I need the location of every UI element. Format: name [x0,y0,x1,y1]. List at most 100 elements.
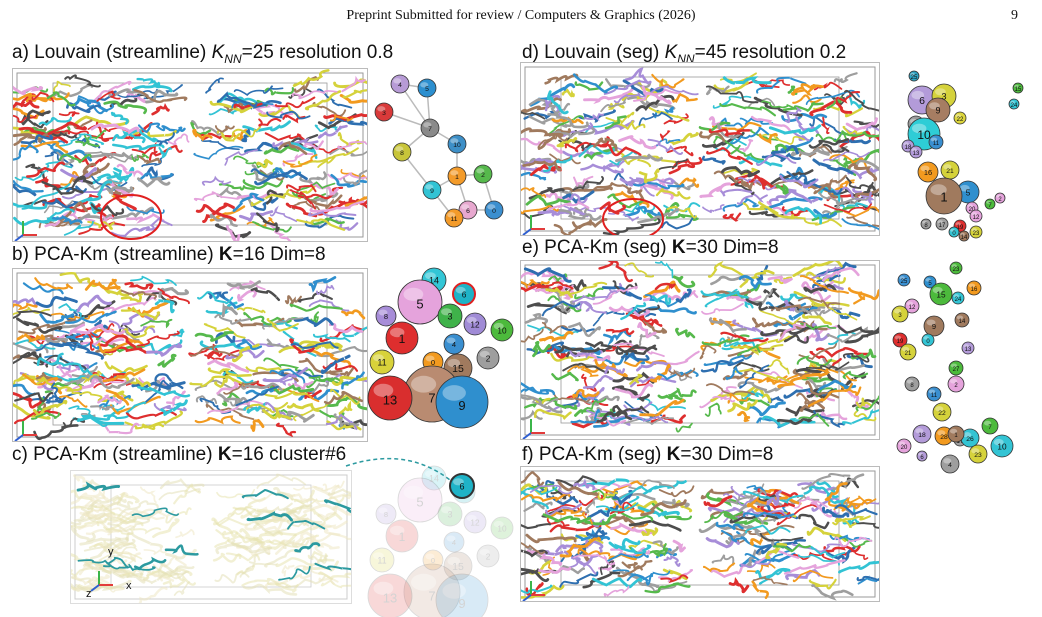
cluster-label: 15 [452,561,464,573]
cluster-node-12: 12 [463,312,487,336]
cluster-label: 8 [924,223,928,229]
cluster-node-2: 2 [994,192,1006,204]
cluster-label: 3 [447,312,452,322]
cluster-node-0: 0 [422,549,444,571]
cluster-label: 11 [933,141,940,147]
cluster-node-21: 21 [940,160,960,180]
axis-label-z: z [86,588,92,600]
cluster-label: 1 [940,189,947,204]
cluster-node-14: 14 [421,465,447,491]
cluster-label: 9 [932,322,936,331]
cluster-node-13: 13 [367,375,413,421]
cluster-node-5: 5 [923,275,937,289]
cluster-node-15: 15 [1012,82,1024,94]
segment-render-d [521,66,879,235]
cluster-node-4: 4 [443,531,465,553]
segment-render-f [521,470,879,601]
cluster-node-12: 12 [969,209,983,223]
cluster-node-11: 11 [444,208,464,228]
cluster-node-11: 11 [369,547,395,573]
cluster-label: 23 [974,452,982,459]
panel-e-render [520,260,880,440]
cluster-label: 3 [447,510,452,520]
cluster-label: 5 [966,188,971,197]
cluster-node-6: 6 [458,200,478,220]
cluster-label: 3 [941,92,946,102]
cluster-label: 28 [940,434,948,441]
bounding-box [524,470,876,598]
cluster-node-20: 20 [965,201,979,215]
cluster-node-25: 25 [897,273,911,287]
cluster-node-6: 6 [452,282,476,306]
cluster-label: 4 [452,340,456,349]
cluster-node-25: 25 [908,70,920,82]
cluster-node-8: 8 [904,376,920,392]
panel-c-render [70,470,352,604]
cluster-node-1: 1 [925,177,963,215]
bounding-box [524,66,876,232]
cluster-label: 9 [430,188,434,195]
cluster-label: 6 [459,482,464,492]
cluster-node-15: 15 [443,551,473,581]
cluster-label: 2 [998,197,1002,203]
cluster-label: 9 [935,106,940,116]
cluster-label: 13 [913,151,920,157]
cluster-node-1: 1 [385,321,419,355]
cluster-label: 22 [957,117,964,123]
streamline-render-c [71,473,351,603]
cluster-node-1: 1 [385,519,419,553]
cluster-bubbles-c: 14568312101411015271396 [345,452,522,617]
cluster-label: 20 [969,207,976,213]
cluster-node-22: 22 [932,402,952,422]
cluster-node-4: 4 [390,74,410,94]
cluster-node-0: 0 [948,226,960,238]
cluster-node-3: 3 [437,501,463,527]
cluster-label: 5 [416,297,423,312]
cluster-node-3: 3 [374,102,394,122]
cluster-label: 10 [917,128,931,142]
cluster-node-13: 13 [961,341,975,355]
streamlines [521,67,879,235]
cluster-node-4: 4 [940,454,960,474]
cluster-label: 12 [470,518,480,527]
cluster-label: 7 [988,203,992,209]
cluster-label: 3 [382,110,386,117]
header-title: Preprint Submitted for review / Computer… [346,8,696,23]
cluster-label: 4 [452,538,456,547]
panel-d-render [520,62,880,236]
cluster-node-11: 11 [926,386,942,402]
cluster-label: 12 [909,305,916,311]
cluster-label: 16 [971,287,978,293]
cluster-label: 4 [398,82,402,89]
axes-triad [14,421,37,441]
cluster-node-5: 5 [397,279,443,325]
cluster-node-7: 7 [981,417,999,435]
cluster-node-9: 9 [435,573,489,617]
panel-f-title: f) PCA-Km (seg) K=30 Dim=8 [522,444,774,465]
cluster-node-23: 23 [968,444,988,464]
cluster-label: 0 [431,556,435,565]
cluster-node-20: 20 [896,438,912,454]
cluster-label: 2 [486,552,491,561]
highlight-circle [100,194,162,240]
cluster-node-11: 11 [928,134,944,150]
cluster-node-14: 14 [954,312,970,328]
cluster-label: 6 [919,95,925,107]
cluster-label: 18 [918,432,926,439]
cluster-label: 22 [938,410,946,417]
cluster-node-14: 14 [958,230,970,242]
cluster-node-2: 2 [947,375,965,393]
cluster-label: 5 [928,281,932,287]
cluster-label: 2 [486,354,491,363]
cluster-node-7: 7 [403,563,461,617]
axes-triad [522,419,545,439]
cluster-label: 9 [458,596,465,611]
cluster-node-9: 9 [925,97,951,123]
cluster-label: 2 [481,172,485,179]
axes-triad [90,571,113,592]
cluster-label: 5 [425,86,429,93]
cluster-node-9: 9 [435,375,489,429]
cluster-node-1: 1 [947,425,965,443]
cluster-node-7: 7 [420,118,440,138]
cluster-node-1: 1 [447,166,467,186]
